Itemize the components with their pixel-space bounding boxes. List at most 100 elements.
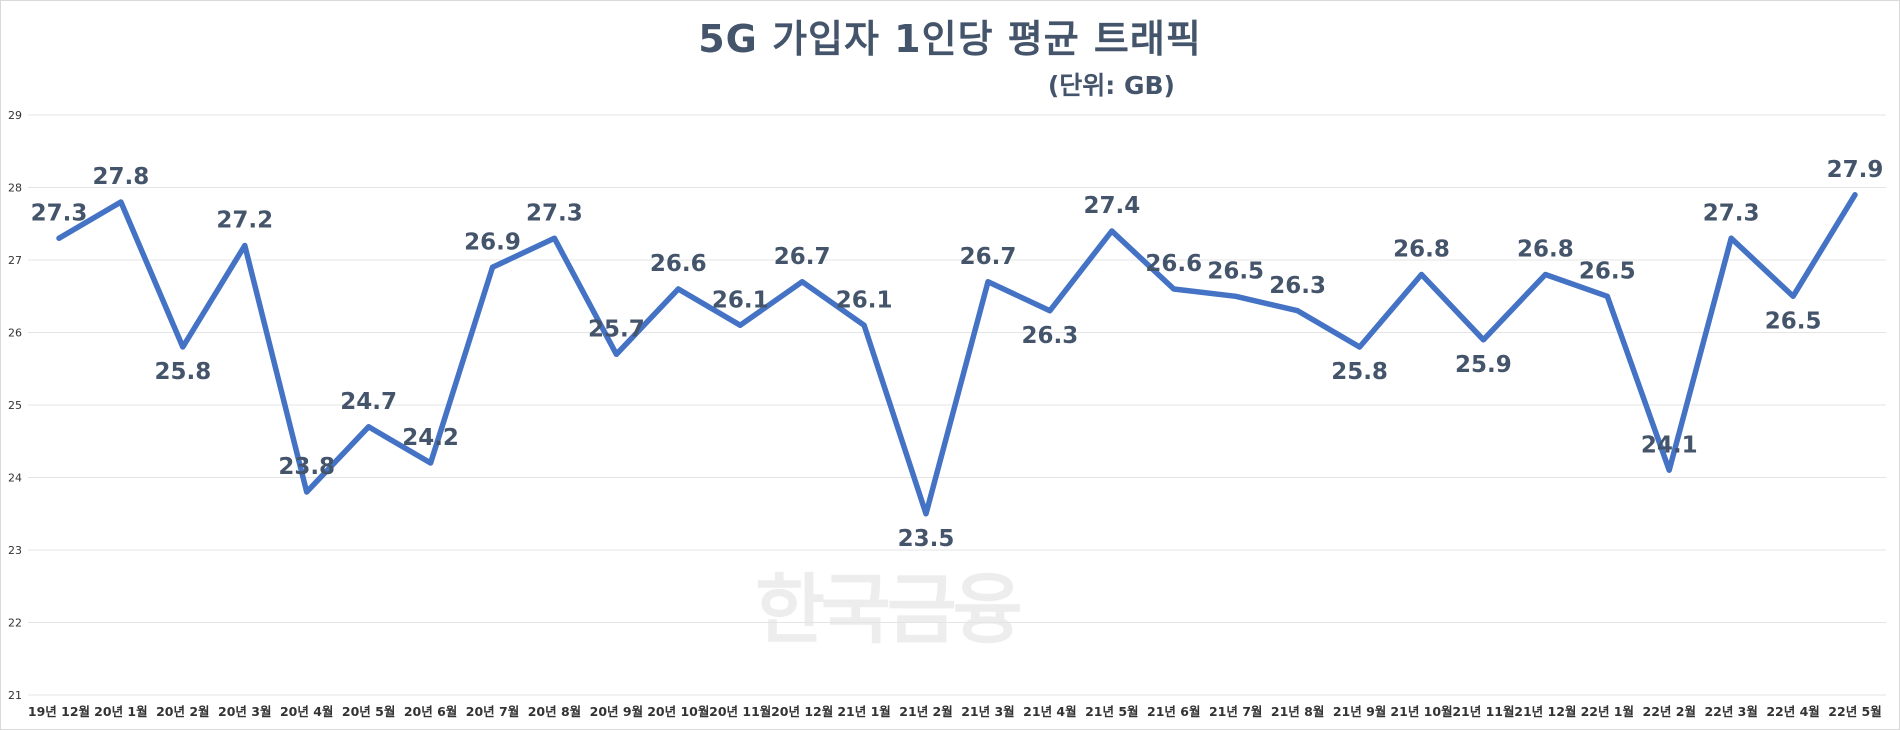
data-point (366, 424, 372, 430)
data-point (799, 279, 805, 285)
data-point (1171, 286, 1177, 292)
data-point (1666, 467, 1672, 473)
data-label: 27.2 (216, 208, 273, 234)
x-tick-label: 20년 7월 (466, 704, 519, 719)
y-tick-label: 25 (8, 399, 22, 412)
data-label: 27.3 (526, 200, 583, 226)
y-tick-label: 21 (8, 689, 22, 702)
data-point (180, 344, 186, 350)
x-tick-label: 21년 12월 (1514, 704, 1576, 719)
x-tick-label: 21년 7월 (1209, 704, 1262, 719)
x-tick-label: 21년 8월 (1271, 704, 1324, 719)
x-tick-label: 20년 12월 (771, 704, 833, 719)
x-tick-label: 20년 9월 (590, 704, 643, 719)
x-tick-label: 22년 1월 (1581, 704, 1634, 719)
watermark: 한국금융 (755, 565, 1023, 654)
data-label: 24.7 (340, 389, 397, 415)
chart-subtitle: (단위: GB) (1047, 71, 1175, 100)
x-tick-label: 19년 12월 (28, 704, 90, 719)
data-point (304, 489, 310, 495)
x-tick-label: 20년 3월 (218, 704, 271, 719)
x-tick-label: 21년 9월 (1333, 704, 1386, 719)
data-point (1357, 344, 1363, 350)
x-tick-label: 20년 10월 (647, 704, 709, 719)
y-tick-label: 27 (8, 254, 22, 267)
data-label: 24.1 (1641, 432, 1698, 458)
data-label: 26.7 (774, 244, 831, 270)
x-tick-label: 20년 4월 (280, 704, 333, 719)
data-point (242, 243, 248, 248)
x-tick-label: 21년 3월 (961, 704, 1014, 719)
data-label: 26.7 (960, 244, 1017, 270)
data-point (1728, 235, 1734, 241)
data-label: 26.1 (712, 287, 769, 313)
data-point (1109, 228, 1115, 234)
y-tick-label: 24 (8, 472, 22, 485)
data-point (613, 351, 619, 357)
data-label: 26.6 (650, 251, 707, 277)
x-tick-label: 21년 4월 (1023, 704, 1076, 719)
data-label: 27.8 (93, 164, 150, 190)
data-label: 24.2 (402, 425, 459, 451)
data-label: 27.3 (31, 200, 88, 226)
x-tick-label: 22년 4월 (1766, 704, 1819, 719)
data-label: 26.9 (464, 229, 521, 255)
data-label: 25.8 (1331, 359, 1388, 385)
data-point (1852, 192, 1858, 198)
data-label: 26.3 (1022, 323, 1079, 349)
data-label: 25.7 (588, 316, 645, 342)
y-tick-label: 28 (8, 182, 22, 195)
data-point (861, 322, 867, 328)
data-label: 25.8 (154, 359, 211, 385)
x-tick-label: 21년 10월 (1390, 704, 1452, 719)
chart-title: 5G 가입자 1인당 평균 트래픽 (698, 17, 1202, 61)
x-tick-label: 21년 11월 (1452, 704, 1514, 719)
data-label: 23.8 (278, 454, 335, 480)
data-point (1233, 293, 1239, 299)
data-label: 26.5 (1579, 258, 1636, 284)
x-tick-label: 21년 1월 (837, 704, 890, 719)
data-label: 26.3 (1269, 273, 1326, 299)
data-point (1419, 272, 1424, 277)
data-label: 23.5 (898, 526, 955, 552)
x-tick-label: 22년 5월 (1828, 704, 1881, 719)
data-point (1790, 293, 1796, 299)
data-label: 26.8 (1517, 237, 1574, 263)
data-label: 25.9 (1455, 352, 1512, 378)
x-tick-label: 22년 3월 (1704, 704, 1757, 719)
x-tick-label: 21년 2월 (899, 704, 952, 719)
data-point (428, 460, 434, 466)
y-tick-label: 29 (8, 109, 22, 122)
data-point (551, 235, 557, 241)
y-tick-label: 23 (8, 544, 22, 557)
x-tick-label: 20년 2월 (156, 704, 209, 719)
x-tick-label: 20년 6월 (404, 704, 457, 719)
data-label: 26.5 (1765, 308, 1822, 334)
data-label: 26.1 (836, 287, 893, 313)
data-label: 26.8 (1393, 237, 1450, 263)
data-label: 27.3 (1703, 200, 1760, 226)
y-tick-label: 26 (8, 327, 22, 340)
data-point (118, 199, 124, 205)
data-point (675, 286, 681, 292)
data-label: 26.5 (1207, 258, 1264, 284)
x-tick-label: 21년 6월 (1147, 704, 1200, 719)
data-point (56, 235, 62, 241)
data-point (923, 511, 929, 517)
y-tick-label: 22 (8, 617, 22, 630)
x-tick-label: 20년 1월 (94, 704, 147, 719)
data-point (490, 264, 495, 270)
data-point (1542, 272, 1548, 277)
x-tick-label: 20년 8월 (528, 704, 581, 719)
x-tick-label: 20년 11월 (709, 704, 771, 719)
x-tick-label: 22년 2월 (1643, 704, 1696, 719)
data-label: 27.9 (1827, 157, 1884, 183)
data-point (737, 322, 743, 328)
data-point (1047, 308, 1053, 314)
data-point (1604, 293, 1610, 299)
data-point (1295, 308, 1301, 314)
x-tick-label: 20년 5월 (342, 704, 395, 719)
data-point (1480, 337, 1486, 343)
data-label: 27.4 (1083, 193, 1140, 219)
